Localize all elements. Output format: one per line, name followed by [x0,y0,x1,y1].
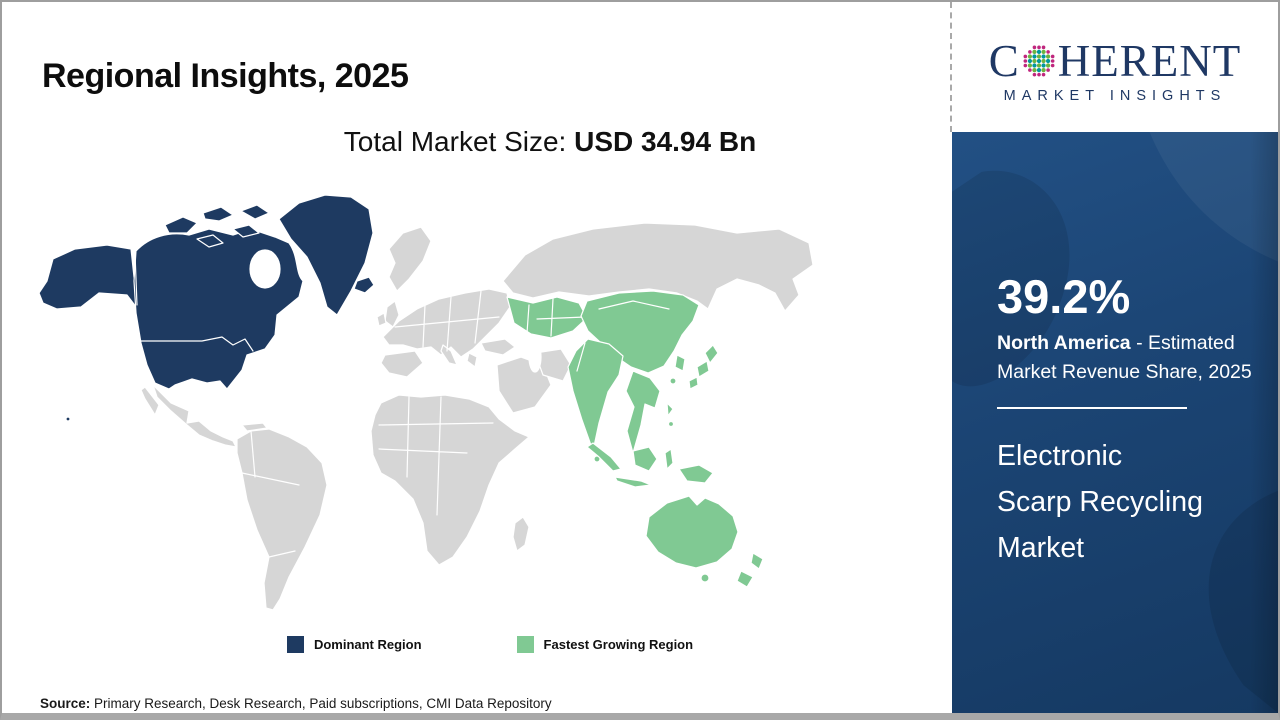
region-tasmania [700,573,710,583]
region-iceland [353,276,375,294]
sidebar-map-texture [952,132,1278,713]
region-japan [688,344,719,390]
region-madagascar [512,516,530,552]
world-map [37,185,817,625]
region-europe [382,288,511,358]
region-baja [140,386,160,416]
source-label: Source: [40,696,91,711]
legend-label-fastest: Fastest Growing Region [543,637,694,652]
source-text: Primary Research, Desk Research, Paid su… [90,696,552,711]
market-share-description: North America - Estimated Market Revenue… [997,329,1259,387]
market-name-line-1: Electronic [997,440,1123,473]
europe-borders [394,290,500,352]
market-name: Electronic Scarp Recycling Market [997,433,1248,571]
market-size-heading: Total Market Size: USD 34.94 Bn [2,126,948,158]
region-cuba [241,422,268,432]
market-share-desc-text: - Estimated Market Revenue Share, 2025 [997,332,1252,384]
region-turkey [480,338,516,356]
region-java [614,476,652,488]
south-america-borders [241,430,300,558]
logo-letters-herent: HERENT [1057,35,1242,86]
logo-wordmark: C HERENT [988,35,1242,86]
region-india [567,338,624,452]
sidebar-content: 39.2% North America - Estimated Market R… [952,132,1278,571]
region-philippines [666,402,674,417]
source-note: Source: Primary Research, Desk Research,… [40,696,552,711]
logo-globe-icon [1023,45,1055,77]
market-name-line-2: Scarp Recycling [997,486,1203,519]
region-arctic-islands [164,204,270,248]
region-greenland [278,194,374,316]
alaska-canada-border [134,252,138,306]
legend-swatch-dominant [286,636,304,653]
market-size-label: Total Market Size: [343,126,575,157]
region-sulawesi [664,448,674,470]
region-australia [645,495,739,569]
region-iran [534,348,572,382]
logo-tagline: MARKET INSIGHTS [1003,87,1227,104]
map-legend: Dominant Region Fastest Growing Region [2,636,948,653]
region-hawaii [65,416,71,422]
region-canada-usa [133,228,304,390]
region-new-guinea [678,464,714,484]
region-philippines-2 [667,420,675,428]
mongolia-border [598,300,670,310]
central-asia-borders [526,298,586,337]
region-africa [370,394,530,566]
region-italy [440,344,458,366]
market-size-value: USD 34.94 Bn [574,126,757,157]
hudson-bay [249,249,281,289]
region-mexico-central-america [152,384,237,448]
logo-letter-c: C [988,35,1020,86]
market-name-line-3: Market [997,532,1085,565]
legend-label-dominant: Dominant Region [313,637,422,652]
black-sea [494,326,520,338]
region-indochina [625,370,661,454]
legend-item-fastest: Fastest Growing Region [516,636,694,653]
region-scandinavia [388,226,432,292]
pakistan-border [576,342,586,372]
region-korea [674,354,686,372]
region-new-zealand [736,552,764,588]
market-share-region: North America [997,332,1131,355]
market-share-value: 39.2% [997,270,1131,323]
region-greece [466,352,478,368]
legend-item-dominant: Dominant Region [286,636,422,653]
region-sumatra [586,442,622,472]
page-title: Regional Insights, 2025 [42,56,409,95]
region-south-america [236,428,328,611]
sidebar-divider [997,407,1187,410]
region-ireland [376,312,387,327]
legend-swatch-fastest [516,636,534,653]
region-iberia [380,350,424,378]
us-canada-border [138,336,254,352]
caspian-sea [528,341,542,373]
sidebar: 39.2% North America - Estimated Market R… [952,132,1278,713]
logo-area: C HERENT MARKET INSIGHTS [950,2,1278,132]
africa-borders [378,396,494,516]
region-taiwan [669,377,677,385]
region-borneo [632,446,658,472]
region-china [580,290,700,374]
region-russia [502,222,814,312]
